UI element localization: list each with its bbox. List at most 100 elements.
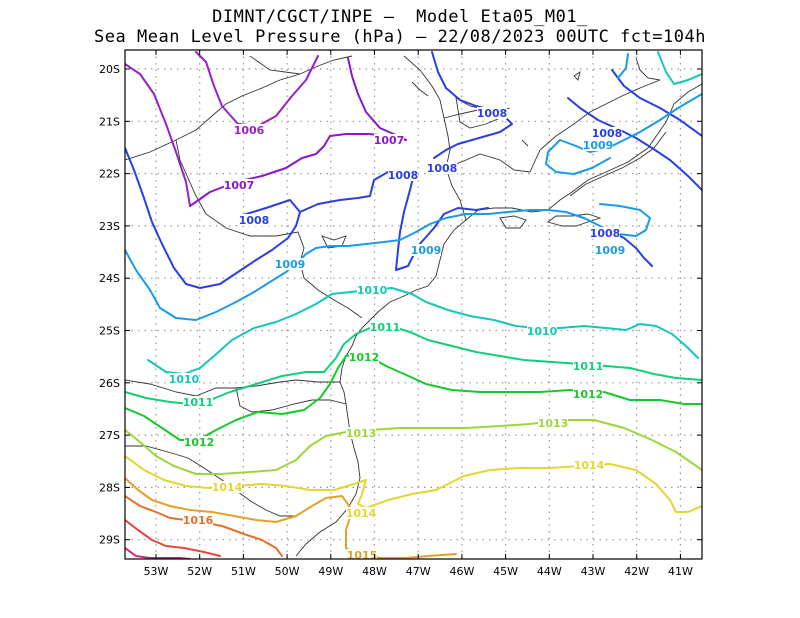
contour-label-1016: 1016	[183, 514, 214, 527]
contour-label-1015: 1015	[347, 549, 378, 562]
isobar-1008	[567, 97, 702, 191]
contour-label-bg	[349, 351, 379, 363]
title-line-1: DIMNT/CGCT/INPE – Model Eta05_M01_	[212, 7, 588, 27]
contour-label-bg	[477, 107, 507, 119]
title-line-2: Sea Mean Level Pressure (hPa) – 22/08/20…	[94, 27, 706, 47]
isobar-1007	[347, 57, 407, 141]
contour-label-bg	[573, 360, 603, 372]
contour-label-1011: 1011	[370, 321, 401, 334]
lat-label: 20S	[99, 63, 120, 76]
lon-label: 42W	[624, 565, 649, 578]
coastline-borders	[125, 55, 702, 557]
contour-label-1008: 1008	[427, 162, 458, 175]
lon-label: 49W	[318, 565, 343, 578]
isobar-1009	[125, 203, 651, 321]
contour-label-bg	[275, 258, 305, 270]
isobar-1010	[657, 51, 702, 85]
contour-labels: 1006100710071008100810081008100810081009…	[169, 107, 626, 562]
contour-label-1014: 1014	[212, 481, 243, 494]
contour-label-bg	[370, 321, 400, 333]
contour-label-bg	[347, 549, 377, 561]
contour-label-1009: 1009	[275, 258, 306, 271]
contour-label-1013: 1013	[346, 427, 377, 440]
lat-label: 22S	[99, 168, 120, 181]
contour-label-1014: 1014	[346, 507, 377, 520]
lon-label: 45W	[493, 565, 518, 578]
isobar-1008	[431, 51, 513, 159]
lat-label: 25S	[99, 325, 120, 338]
lon-label: 41W	[668, 565, 693, 578]
contour-label-1011: 1011	[183, 396, 214, 409]
contour-label-bg	[183, 514, 213, 526]
lon-label: 52W	[187, 565, 212, 578]
contour-label-bg	[388, 169, 418, 181]
isobar-1009	[559, 93, 702, 153]
isobar-1006	[125, 63, 191, 207]
contour-label-1008: 1008	[590, 227, 621, 240]
lon-label: 44W	[537, 565, 562, 578]
lon-label: 47W	[406, 565, 431, 578]
contour-label-bg	[590, 227, 620, 239]
contour-label-bg	[184, 436, 214, 448]
isobar-1011	[125, 325, 702, 405]
isobar-1008	[239, 199, 301, 217]
isobar-1008	[125, 147, 489, 289]
contour-label-1010: 1010	[527, 325, 558, 338]
contour-label-bg	[183, 396, 213, 408]
contour-label-bg	[574, 459, 604, 471]
isobar-1018	[125, 547, 191, 559]
isobar-1009	[617, 53, 629, 79]
lon-label: 53W	[144, 565, 169, 578]
coastline	[295, 83, 702, 557]
lat-label: 24S	[99, 272, 120, 285]
lat-label: 29S	[99, 534, 120, 547]
contour-label-1007: 1007	[374, 134, 405, 147]
contour-label-bg	[234, 124, 264, 136]
lat-label: 26S	[99, 377, 120, 390]
contour-label-bg	[583, 139, 613, 151]
contour-label-bg	[374, 134, 404, 146]
lon-label: 43W	[581, 565, 606, 578]
contour-label-1006: 1006	[234, 124, 265, 137]
contour-label-1012: 1012	[184, 436, 215, 449]
contour-label-1012: 1012	[349, 351, 380, 364]
lat-label: 21S	[99, 115, 120, 128]
contour-label-bg	[538, 417, 568, 429]
contour-label-1014: 1014	[574, 459, 605, 472]
contour-label-1012: 1012	[573, 388, 604, 401]
contour-label-bg	[224, 179, 254, 191]
contour-label-bg	[411, 244, 441, 256]
lat-label: 23S	[99, 220, 120, 233]
contour-label-1013: 1013	[538, 417, 569, 430]
isobar-1017	[125, 519, 221, 557]
isobar-1010	[147, 287, 699, 375]
isobar-1009	[545, 139, 611, 175]
lon-label: 50W	[275, 565, 300, 578]
contour-label-1009: 1009	[583, 139, 614, 152]
contour-label-1007: 1007	[224, 179, 255, 192]
contour-label-bg	[346, 427, 376, 439]
plot-frame	[124, 49, 703, 560]
isobar-1006	[195, 51, 319, 127]
contour-label-1010: 1010	[169, 373, 200, 386]
isobar-1008	[611, 69, 702, 137]
contour-label-1008: 1008	[592, 127, 623, 140]
contour-label-bg	[169, 373, 199, 385]
contour-label-1009: 1009	[411, 244, 442, 257]
contour-label-1008: 1008	[239, 214, 270, 227]
contour-label-bg	[346, 507, 376, 519]
contour-label-1009: 1009	[595, 244, 626, 257]
contour-label-bg	[595, 244, 625, 256]
contour-label-bg	[592, 127, 622, 139]
map-grid	[125, 50, 702, 559]
contour-label-1008: 1008	[477, 107, 508, 120]
lon-label: 51W	[231, 565, 256, 578]
contour-label-bg	[427, 162, 457, 174]
contour-label-bg	[357, 284, 387, 296]
lat-label: 28S	[99, 481, 120, 494]
contour-label-1011: 1011	[573, 360, 604, 373]
contour-label-1010: 1010	[357, 284, 388, 297]
contour-label-bg	[212, 481, 242, 493]
axis-ticks: 20S 21S 22S 23S 24S 25S 26S 27S 28S 29S 53W 52W 51W 5…	[99, 50, 702, 578]
